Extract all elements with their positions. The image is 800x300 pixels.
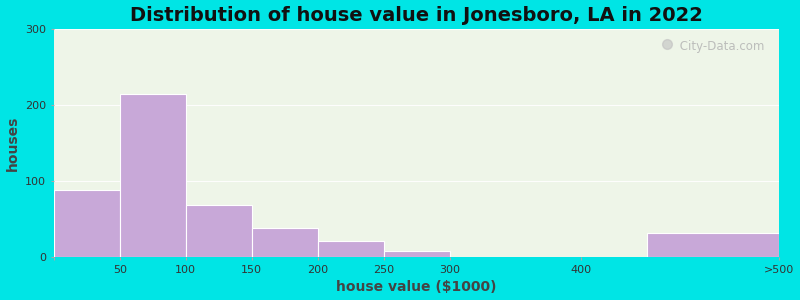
Bar	[186, 206, 252, 257]
Bar	[120, 94, 186, 257]
Text: City-Data.com: City-Data.com	[677, 40, 765, 53]
Bar	[252, 228, 318, 257]
Bar	[384, 251, 450, 257]
Title: Distribution of house value in Jonesboro, LA in 2022: Distribution of house value in Jonesboro…	[130, 6, 703, 25]
Bar	[647, 233, 779, 257]
Bar	[54, 190, 120, 257]
Bar	[318, 241, 384, 257]
X-axis label: house value ($1000): house value ($1000)	[336, 280, 497, 294]
Y-axis label: houses: houses	[6, 116, 19, 171]
